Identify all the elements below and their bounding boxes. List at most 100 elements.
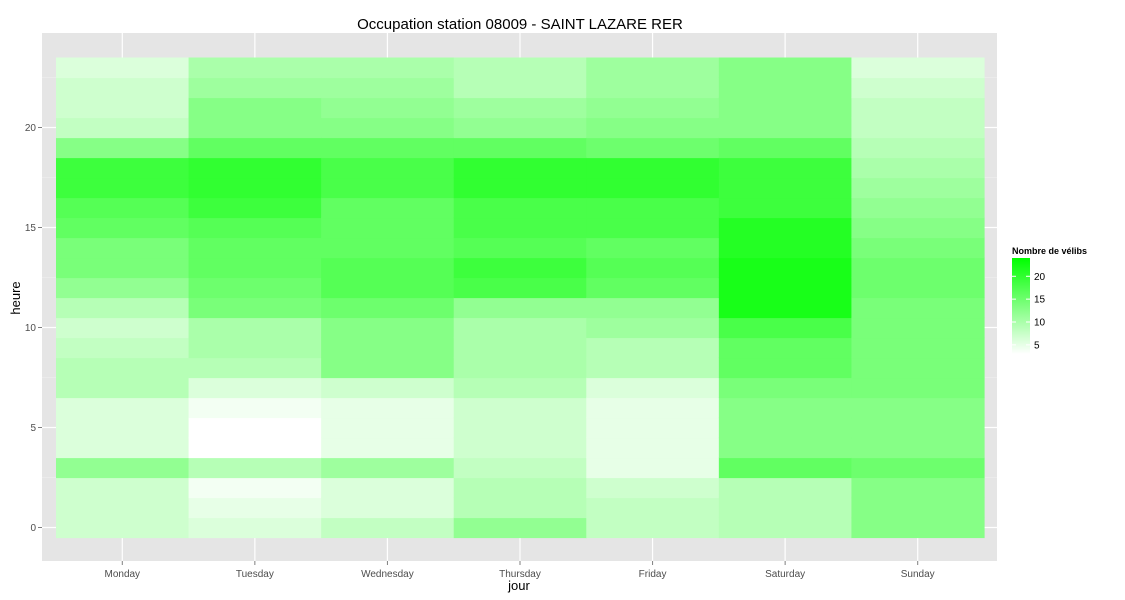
heatmap-tile xyxy=(188,197,322,219)
heatmap-tile xyxy=(586,417,720,439)
heatmap-tile xyxy=(453,337,587,359)
heatmap-tile xyxy=(718,517,853,539)
heatmap-tile xyxy=(586,117,720,139)
heatmap-tile xyxy=(453,197,587,219)
heatmap-tile xyxy=(56,497,190,519)
heatmap-tile xyxy=(321,77,455,99)
heatmap-tile xyxy=(453,217,587,239)
heatmap-tile xyxy=(851,517,985,539)
heatmap-tile xyxy=(718,217,853,239)
heatmap-tile xyxy=(188,177,322,199)
heatmap-tile xyxy=(851,497,985,519)
heatmap-tile xyxy=(321,277,455,299)
heatmap-tile xyxy=(453,237,587,259)
heatmap-tile xyxy=(56,437,190,459)
heatmap-tile xyxy=(321,357,455,379)
heatmap-tile xyxy=(453,57,587,79)
x-tick-label: Wednesday xyxy=(361,569,414,580)
heatmap-tile xyxy=(851,177,985,199)
heatmap-tile xyxy=(718,457,853,479)
heatmap-tile xyxy=(321,117,455,139)
heatmap-tile xyxy=(718,197,853,219)
y-tick-label: 10 xyxy=(25,323,37,334)
heatmap-tile xyxy=(188,437,322,459)
heatmap-tile xyxy=(453,257,587,279)
x-axis-title: jour xyxy=(507,578,530,593)
heatmap-tile xyxy=(321,497,455,519)
heatmap-tile xyxy=(321,437,455,459)
heatmap-tile xyxy=(453,437,587,459)
heatmap-tile xyxy=(321,297,455,319)
heatmap-tile xyxy=(718,157,853,179)
heatmap-tile xyxy=(321,137,455,159)
heatmap-tile xyxy=(718,177,853,199)
heatmap-tile xyxy=(321,517,455,539)
heatmap-tile xyxy=(56,157,190,179)
heatmap-tile xyxy=(718,477,853,499)
heatmap-tile xyxy=(718,137,853,159)
heatmap-tile xyxy=(586,257,720,279)
color-legend: Nombre de vélibs 5 10 15 20 xyxy=(1012,246,1087,354)
heatmap-tile xyxy=(586,197,720,219)
heatmap-tile xyxy=(586,397,720,419)
heatmap-tile xyxy=(718,357,853,379)
heatmap-tile xyxy=(718,497,853,519)
heatmap-tile xyxy=(321,417,455,439)
heatmap-tile xyxy=(586,297,720,319)
heatmap-tile xyxy=(188,217,322,239)
heatmap-tile xyxy=(321,177,455,199)
x-axis-ticks: Monday Tuesday Wednesday Thursday Friday Satu… xyxy=(104,561,935,580)
heatmap-tile xyxy=(321,197,455,219)
heatmap-tile xyxy=(453,477,587,499)
heatmap-tile xyxy=(718,77,853,99)
heatmap-tile xyxy=(56,337,190,359)
heatmap-tile xyxy=(586,277,720,299)
heatmap-tile xyxy=(453,357,587,379)
heatmap-tile xyxy=(56,177,190,199)
heatmap-tile xyxy=(586,157,720,179)
heatmap-tile xyxy=(56,317,190,339)
x-tick-label: Tuesday xyxy=(236,569,274,580)
heatmap-tile xyxy=(188,477,322,499)
heatmap-tile xyxy=(188,417,322,439)
heatmap-tile xyxy=(718,397,853,419)
heatmap-tile xyxy=(453,297,587,319)
heatmap-tile xyxy=(188,497,322,519)
heatmap-tile xyxy=(56,77,190,99)
heatmap-tile xyxy=(718,257,853,279)
heatmap-tile xyxy=(453,97,587,119)
heatmap-tile xyxy=(851,477,985,499)
heatmap-tile xyxy=(453,177,587,199)
heatmap-tiles xyxy=(56,57,985,539)
heatmap-tile xyxy=(453,277,587,299)
heatmap-tile xyxy=(188,457,322,479)
heatmap-tile xyxy=(56,57,190,79)
heatmap-tile xyxy=(453,417,587,439)
legend-tick-label: 20 xyxy=(1034,272,1046,283)
heatmap-tile xyxy=(851,157,985,179)
y-tick-label: 0 xyxy=(30,523,36,534)
heatmap-tile xyxy=(453,497,587,519)
heatmap-tile xyxy=(453,377,587,399)
heatmap-tile xyxy=(851,57,985,79)
heatmap-tile xyxy=(321,237,455,259)
heatmap-tile xyxy=(321,97,455,119)
heatmap-tile xyxy=(851,77,985,99)
heatmap-tile xyxy=(188,57,322,79)
heatmap-tile xyxy=(586,457,720,479)
heatmap-tile xyxy=(188,397,322,419)
heatmap-tile xyxy=(188,97,322,119)
y-tick-label: 5 xyxy=(30,423,36,434)
heatmap-tile xyxy=(453,397,587,419)
y-tick-label: 15 xyxy=(25,223,37,234)
legend-tick-label: 15 xyxy=(1034,295,1046,306)
heatmap-tile xyxy=(586,357,720,379)
heatmap-tile xyxy=(56,357,190,379)
heatmap-tile xyxy=(321,477,455,499)
heatmap-tile xyxy=(718,237,853,259)
heatmap-tile xyxy=(453,517,587,539)
chart-title: Occupation station 08009 - SAINT LAZARE … xyxy=(357,16,683,33)
heatmap-tile xyxy=(718,277,853,299)
x-tick-label: Monday xyxy=(104,569,140,580)
heatmap-tile xyxy=(188,277,322,299)
